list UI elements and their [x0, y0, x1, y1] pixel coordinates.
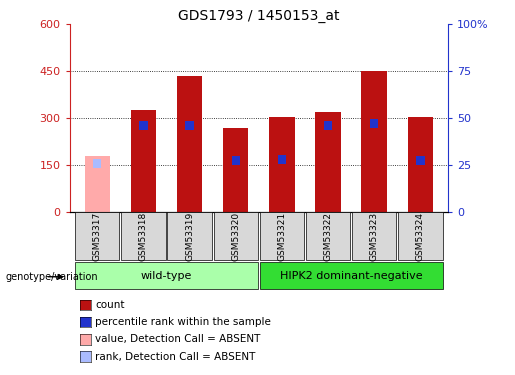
Text: GSM53318: GSM53318: [139, 211, 148, 261]
Title: GDS1793 / 1450153_at: GDS1793 / 1450153_at: [178, 9, 339, 23]
FancyBboxPatch shape: [121, 212, 165, 260]
Text: value, Detection Call = ABSENT: value, Detection Call = ABSENT: [95, 334, 261, 344]
Bar: [408, 117, 433, 212]
Text: genotype/variation: genotype/variation: [5, 272, 98, 282]
Text: count: count: [95, 300, 125, 310]
Text: percentile rank within the sample: percentile rank within the sample: [95, 317, 271, 327]
Bar: [93, 159, 101, 168]
FancyBboxPatch shape: [214, 212, 258, 260]
Bar: [139, 121, 147, 130]
Bar: [362, 71, 387, 212]
Bar: [84, 156, 110, 212]
Bar: [223, 128, 248, 212]
Bar: [315, 112, 341, 212]
Bar: [416, 156, 424, 165]
Bar: [269, 117, 295, 212]
Text: HIPK2 dominant-negative: HIPK2 dominant-negative: [280, 271, 422, 280]
FancyBboxPatch shape: [75, 262, 258, 290]
FancyBboxPatch shape: [306, 212, 350, 260]
Text: rank, Detection Call = ABSENT: rank, Detection Call = ABSENT: [95, 352, 255, 362]
Bar: [177, 76, 202, 212]
FancyBboxPatch shape: [260, 212, 304, 260]
Text: GSM53317: GSM53317: [93, 211, 102, 261]
Bar: [324, 121, 332, 130]
Text: GSM53322: GSM53322: [323, 212, 333, 261]
FancyBboxPatch shape: [352, 212, 397, 260]
Text: GSM53319: GSM53319: [185, 211, 194, 261]
Bar: [370, 119, 379, 128]
Bar: [278, 155, 286, 164]
FancyBboxPatch shape: [75, 212, 119, 260]
Text: wild-type: wild-type: [141, 271, 192, 280]
FancyBboxPatch shape: [260, 262, 442, 290]
Bar: [185, 121, 194, 130]
Text: GSM53324: GSM53324: [416, 212, 425, 261]
Text: GSM53320: GSM53320: [231, 211, 240, 261]
Bar: [232, 156, 240, 165]
Text: GSM53323: GSM53323: [370, 211, 379, 261]
FancyBboxPatch shape: [167, 212, 212, 260]
Text: GSM53321: GSM53321: [278, 211, 286, 261]
Bar: [131, 110, 156, 212]
FancyBboxPatch shape: [398, 212, 442, 260]
